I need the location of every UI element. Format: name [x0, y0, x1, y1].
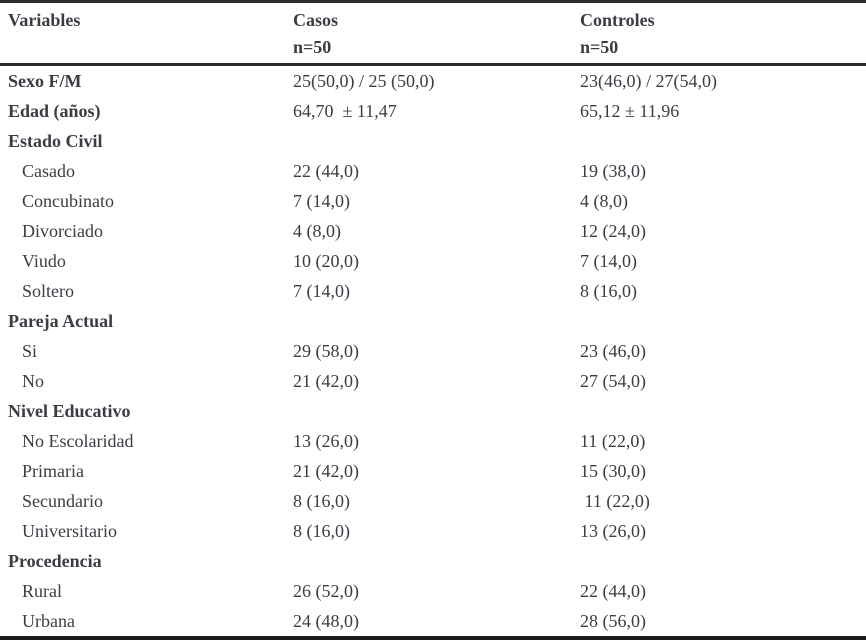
cell-variable: Sexo F/M — [8, 71, 82, 91]
cell-casos — [285, 546, 572, 576]
table-header: Variables Casos n=50 Controles n=50 — [0, 2, 866, 65]
table-row: Sexo F/M 25(50,0) / 25 (50,0) 23(46,0) / 2… — [0, 65, 866, 97]
column-header-controles: Controles n=50 — [572, 2, 866, 65]
cell-variable: Viudo — [22, 251, 66, 271]
cell-casos: 26 (52,0) — [293, 581, 359, 601]
cell-casos: 7 (14,0) — [293, 191, 350, 211]
cell-variable: Urbana — [22, 611, 75, 631]
column-header-casos-label: Casos — [293, 10, 339, 30]
cell-casos: 8 (16,0) — [293, 521, 350, 541]
cell-casos — [285, 306, 572, 336]
column-header-variables: Variables — [0, 2, 285, 65]
column-header-variables-label: Variables — [8, 10, 81, 30]
cell-controles: 22 (44,0) — [580, 581, 646, 601]
cell-controles: 12 (24,0) — [580, 221, 646, 241]
cell-casos: 22 (44,0) — [293, 161, 359, 181]
header-row: Variables Casos n=50 Controles n=50 — [0, 2, 866, 65]
cell-variable: Nivel Educativo — [8, 401, 131, 421]
cell-variable: Pareja Actual — [8, 311, 114, 331]
table-row: Casado 22 (44,0) 19 (38,0) — [0, 156, 866, 186]
cell-controles: 7 (14,0) — [580, 251, 637, 271]
table-row: No 21 (42,0) 27 (54,0) — [0, 366, 866, 396]
cell-casos — [285, 396, 572, 426]
cell-variable: Soltero — [22, 281, 74, 301]
cell-casos: 25(50,0) / 25 (50,0) — [293, 71, 435, 91]
table-row: Secundario 8 (16,0) 11 (22,0) — [0, 486, 866, 516]
cell-controles — [572, 306, 866, 336]
table-row: Si 29 (58,0) 23 (46,0) — [0, 336, 866, 366]
table-row: Universitario 8 (16,0) 13 (26,0) — [0, 516, 866, 546]
cell-casos: 10 (20,0) — [293, 251, 359, 271]
table-row: Pareja Actual — [0, 306, 866, 336]
table-row: Rural 26 (52,0) 22 (44,0) — [0, 576, 866, 606]
cell-controles: 13 (26,0) — [580, 521, 646, 541]
cell-controles: 23(46,0) / 27(54,0) — [580, 71, 717, 91]
cell-casos: 21 (42,0) — [293, 461, 359, 481]
cell-variable: Si — [22, 341, 38, 361]
cell-variable: Estado Civil — [8, 131, 103, 151]
column-header-variables-spacer — [8, 34, 285, 61]
cell-controles: 23 (46,0) — [580, 341, 646, 361]
cell-variable: No Escolaridad — [22, 431, 134, 451]
cell-casos: 21 (42,0) — [293, 371, 359, 391]
cell-controles: 11 (22,0) — [580, 491, 650, 511]
cell-casos: 24 (48,0) — [293, 611, 359, 631]
cell-casos: 8 (16,0) — [293, 491, 350, 511]
cell-controles: 11 (22,0) — [580, 431, 646, 451]
cell-variable: Casado — [22, 161, 75, 181]
table-body: Sexo F/M 25(50,0) / 25 (50,0) 23(46,0) / 2… — [0, 65, 866, 639]
column-header-casos: Casos n=50 — [285, 2, 572, 65]
cell-controles — [572, 126, 866, 156]
column-header-casos-n: n=50 — [293, 37, 332, 57]
cell-casos: 13 (26,0) — [293, 431, 359, 451]
table-row: Nivel Educativo — [0, 396, 866, 426]
cell-variable: Procedencia — [8, 551, 102, 571]
cell-variable: Rural — [22, 581, 62, 601]
cell-controles — [572, 546, 866, 576]
table-row: Primaria 21 (42,0) 15 (30,0) — [0, 456, 866, 486]
cell-variable: Universitario — [22, 521, 117, 541]
cell-variable: Edad (años) — [8, 101, 101, 121]
cell-controles: 65,12 ± 11,96 — [580, 101, 680, 121]
cell-controles: 4 (8,0) — [580, 191, 628, 211]
cell-casos: 64,70 ± 11,47 — [293, 101, 397, 121]
column-header-controles-label: Controles — [580, 10, 655, 30]
table-row: Procedencia — [0, 546, 866, 576]
cell-variable: Primaria — [22, 461, 84, 481]
table-row: Soltero 7 (14,0) 8 (16,0) — [0, 276, 866, 306]
table-row: Estado Civil — [0, 126, 866, 156]
cell-variable: Secundario — [22, 491, 103, 511]
cell-variable: Divorciado — [22, 221, 103, 241]
table-row: Edad (años) 64,70 ± 11,47 65,12 ± 11,96 — [0, 96, 866, 126]
cell-casos: 4 (8,0) — [293, 221, 341, 241]
cell-casos — [285, 126, 572, 156]
column-header-controles-n: n=50 — [580, 37, 619, 57]
cell-controles — [572, 396, 866, 426]
table-row: No Escolaridad 13 (26,0) 11 (22,0) — [0, 426, 866, 456]
cell-variable: Concubinato — [22, 191, 114, 211]
cell-controles: 15 (30,0) — [580, 461, 646, 481]
table-row: Urbana 24 (48,0) 28 (56,0) — [0, 606, 866, 638]
cell-controles: 8 (16,0) — [580, 281, 637, 301]
table-row: Viudo 10 (20,0) 7 (14,0) — [0, 246, 866, 276]
cell-controles: 28 (56,0) — [580, 611, 646, 631]
cell-controles: 27 (54,0) — [580, 371, 646, 391]
cell-casos: 7 (14,0) — [293, 281, 350, 301]
cell-controles: 19 (38,0) — [580, 161, 646, 181]
table-row: Divorciado 4 (8,0) 12 (24,0) — [0, 216, 866, 246]
cell-variable: No — [22, 371, 44, 391]
table-row: Concubinato 7 (14,0) 4 (8,0) — [0, 186, 866, 216]
cell-casos: 29 (58,0) — [293, 341, 359, 361]
